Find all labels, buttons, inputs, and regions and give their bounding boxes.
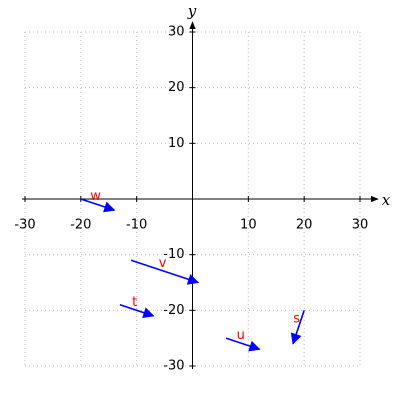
vector-arrow	[290, 310, 305, 345]
x-tick-label: 10	[240, 218, 257, 233]
vector-label: t	[132, 295, 137, 310]
x-tick-label: -20	[70, 218, 91, 233]
vector-arrow	[80, 198, 116, 213]
y-tick-label: -10	[163, 247, 184, 262]
y-axis-label: y	[187, 2, 197, 20]
x-tick-label: 30	[352, 218, 369, 233]
x-tick-label: -30	[14, 218, 35, 233]
y-tick-label: 10	[168, 136, 185, 151]
vector-label: v	[159, 256, 167, 271]
vector-arrow	[119, 304, 155, 319]
vector-arrow	[130, 259, 200, 285]
y-tick-label: -30	[163, 359, 184, 374]
y-tick-label: 30	[168, 25, 185, 40]
x-tick-label: -10	[126, 218, 147, 233]
y-tick-label: 20	[168, 80, 185, 95]
x-tick-label: 20	[296, 218, 313, 233]
vector-label: w	[90, 189, 101, 204]
vector-label: s	[293, 312, 300, 327]
x-axis-label: x	[382, 191, 391, 209]
vector-arrow	[225, 337, 261, 352]
vector-label: u	[237, 328, 245, 343]
y-tick-label: -20	[163, 303, 184, 318]
